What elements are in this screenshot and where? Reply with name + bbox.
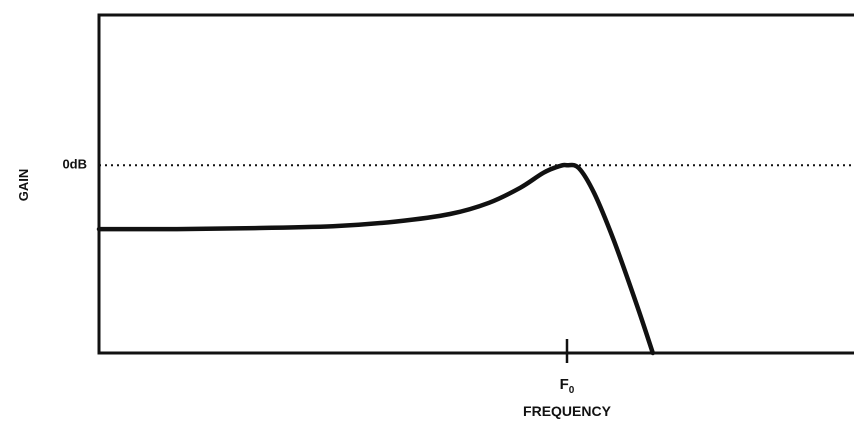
- x-tick-label-main: F: [560, 376, 569, 393]
- plot-frame: [97, 13, 854, 355]
- x-tick-label-f0: F0: [560, 376, 575, 396]
- y-axis-label: GAIN: [16, 169, 31, 202]
- x-tick-label-subscript: 0: [569, 385, 575, 396]
- gain-curve-line: [96, 162, 656, 356]
- y-tick-label-0db: 0dB: [62, 157, 87, 172]
- x-axis-label: FREQUENCY: [523, 403, 612, 419]
